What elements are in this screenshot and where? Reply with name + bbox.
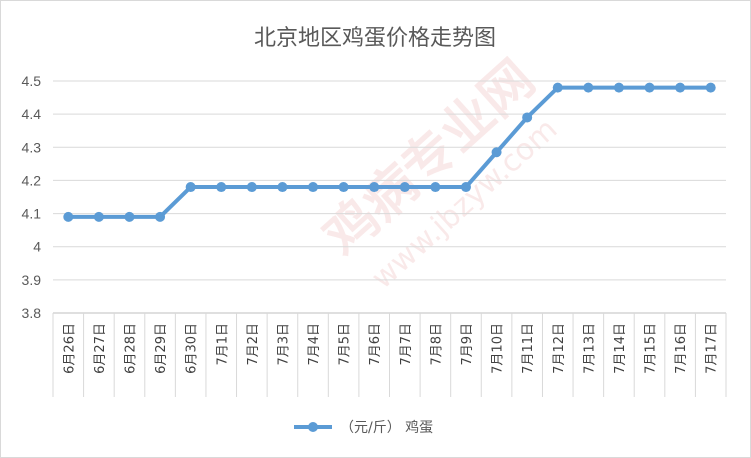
x-tick-label: 7月2日 [246,323,261,366]
y-tick-label: 3.8 [22,305,42,321]
chart-title: 北京地区鸡蛋价格走势图 [254,26,496,51]
data-point[interactable] [430,182,441,193]
x-tick-label: 7月13日 [582,323,597,374]
data-point[interactable] [705,82,716,93]
y-tick-label: 4.1 [22,206,42,222]
data-point[interactable] [491,147,502,158]
x-tick-label: 7月15日 [644,323,659,374]
x-tick-label: 6月27日 [93,323,108,374]
x-tick-label: 7月16日 [674,323,689,374]
x-tick-label: 7月8日 [429,323,444,366]
x-tick-label: 7月3日 [276,323,291,366]
data-point[interactable] [583,82,594,93]
data-point[interactable] [216,182,227,193]
x-tick-label: 7月11日 [521,323,536,374]
legend[interactable]: （元/斤） 鸡蛋 [294,419,433,436]
x-axis-ticks: 6月26日 6月27日 6月28日 6月29日 6月30日 7月1日 7月2日 7月3日 7月4… [62,323,719,374]
x-tick-label: 7月4日 [307,323,322,366]
series-layer [63,82,716,222]
y-tick-label: 4.5 [22,73,42,89]
y-tick-label: 4.2 [22,172,42,188]
data-point[interactable] [675,82,686,93]
x-tick-label: 7月12日 [552,323,567,374]
x-tick-label: 6月29日 [154,323,169,374]
data-point[interactable] [613,82,624,93]
data-point[interactable] [369,182,380,193]
data-point[interactable] [338,182,349,193]
data-point[interactable] [124,211,135,222]
data-point[interactable] [93,211,104,222]
x-tick-label: 6月26日 [62,323,77,374]
y-tick-label: 4.3 [22,139,42,155]
y-tick-label: 3.9 [22,272,42,288]
legend-marker [308,422,318,432]
data-point[interactable] [308,182,319,193]
x-tick-label: 7月5日 [338,323,353,366]
x-tick-label: 7月10日 [491,323,506,374]
x-tick-label: 7月1日 [215,323,230,366]
data-point[interactable] [63,211,74,222]
x-tick-label: 7月14日 [613,323,628,374]
x-tick-label: 7月6日 [368,323,383,366]
x-tick-label: 7月7日 [399,323,414,366]
data-point[interactable] [644,82,655,93]
data-point[interactable] [460,182,471,193]
data-point[interactable] [522,112,533,123]
series-line [68,85,711,219]
data-point[interactable] [552,82,563,93]
data-point[interactable] [185,182,196,193]
y-axis-ticks: 3.8 3.9 4 4.1 4.2 4.3 4.4 4.5 [22,73,42,321]
x-tick-label: 6月28日 [123,323,138,374]
data-point[interactable] [399,182,410,193]
x-tick-label: 7月9日 [460,323,475,366]
data-point[interactable] [246,182,257,193]
data-point[interactable] [155,211,166,222]
grid-lines [53,80,726,314]
x-tick-label: 7月17日 [705,323,720,374]
y-tick-label: 4 [33,239,41,255]
y-tick-label: 4.4 [22,106,42,122]
x-tick-label: 6月30日 [185,323,200,374]
axes [52,312,727,397]
data-point[interactable] [277,182,288,193]
legend-label: （元/斤） 鸡蛋 [340,419,433,436]
